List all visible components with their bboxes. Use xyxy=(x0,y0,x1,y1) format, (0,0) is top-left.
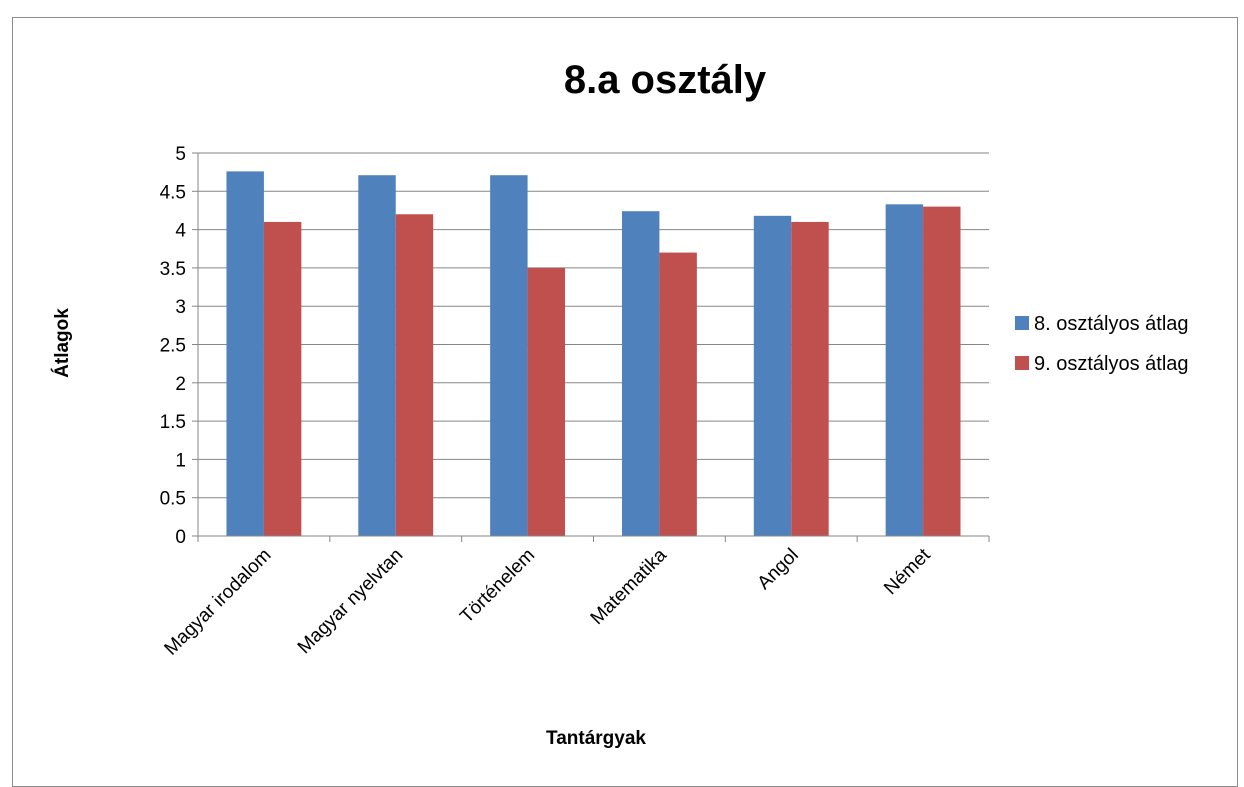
y-tick-label: 2 xyxy=(175,374,186,395)
legend-swatch xyxy=(1015,316,1029,330)
y-tick-label: 4.5 xyxy=(160,182,186,203)
bar xyxy=(659,252,697,536)
axes xyxy=(192,152,990,542)
y-tick-label: 0 xyxy=(175,527,186,548)
bar xyxy=(527,267,566,536)
bar xyxy=(226,171,264,536)
bar xyxy=(923,206,961,536)
bar xyxy=(753,215,792,536)
x-category-label: Magyar irodalom xyxy=(161,545,276,660)
x-category-label: Német xyxy=(880,544,935,599)
legend-label: 8. osztályos átlag xyxy=(1034,313,1189,335)
bar xyxy=(885,204,924,536)
legend: 8. osztályos átlag 9. osztályos átlag xyxy=(1015,313,1189,375)
bar xyxy=(490,175,528,537)
y-tick-label: 0.5 xyxy=(160,489,186,510)
chart-title: 8.a osztály xyxy=(564,58,767,102)
y-tick-label: 1.5 xyxy=(160,412,186,433)
x-category-label: Magyar nyelvtan xyxy=(294,545,407,658)
x-category-label: Angol xyxy=(754,545,803,594)
x-category-labels: Magyar irodalom Magyar nyelvtan Történelem… xyxy=(161,544,936,659)
x-axis-title: Tantárgyak xyxy=(546,728,646,749)
bar xyxy=(395,214,434,536)
bar xyxy=(791,221,829,536)
x-category-label: Matematika xyxy=(587,544,672,629)
y-tick-label: 5 xyxy=(175,144,186,165)
y-tick-label: 3 xyxy=(175,297,186,318)
y-tick-label: 2.5 xyxy=(160,336,186,357)
y-tick-label: 3.5 xyxy=(160,259,186,280)
y-tick-labels: 0 0.5 1 1.5 2 2.5 3 3.5 4 4.5 5 xyxy=(160,144,187,548)
y-tick-label: 1 xyxy=(175,450,186,471)
bar xyxy=(358,175,396,537)
bars xyxy=(226,171,961,537)
legend-label: 9. osztályos átlag xyxy=(1034,353,1189,375)
legend-swatch xyxy=(1015,356,1029,370)
gridlines xyxy=(198,152,989,499)
y-axis-title: Átlagok xyxy=(51,308,73,378)
x-category-label: Történelem xyxy=(456,545,539,628)
bar xyxy=(621,211,660,536)
bar xyxy=(263,221,302,536)
y-tick-label: 4 xyxy=(175,221,186,242)
